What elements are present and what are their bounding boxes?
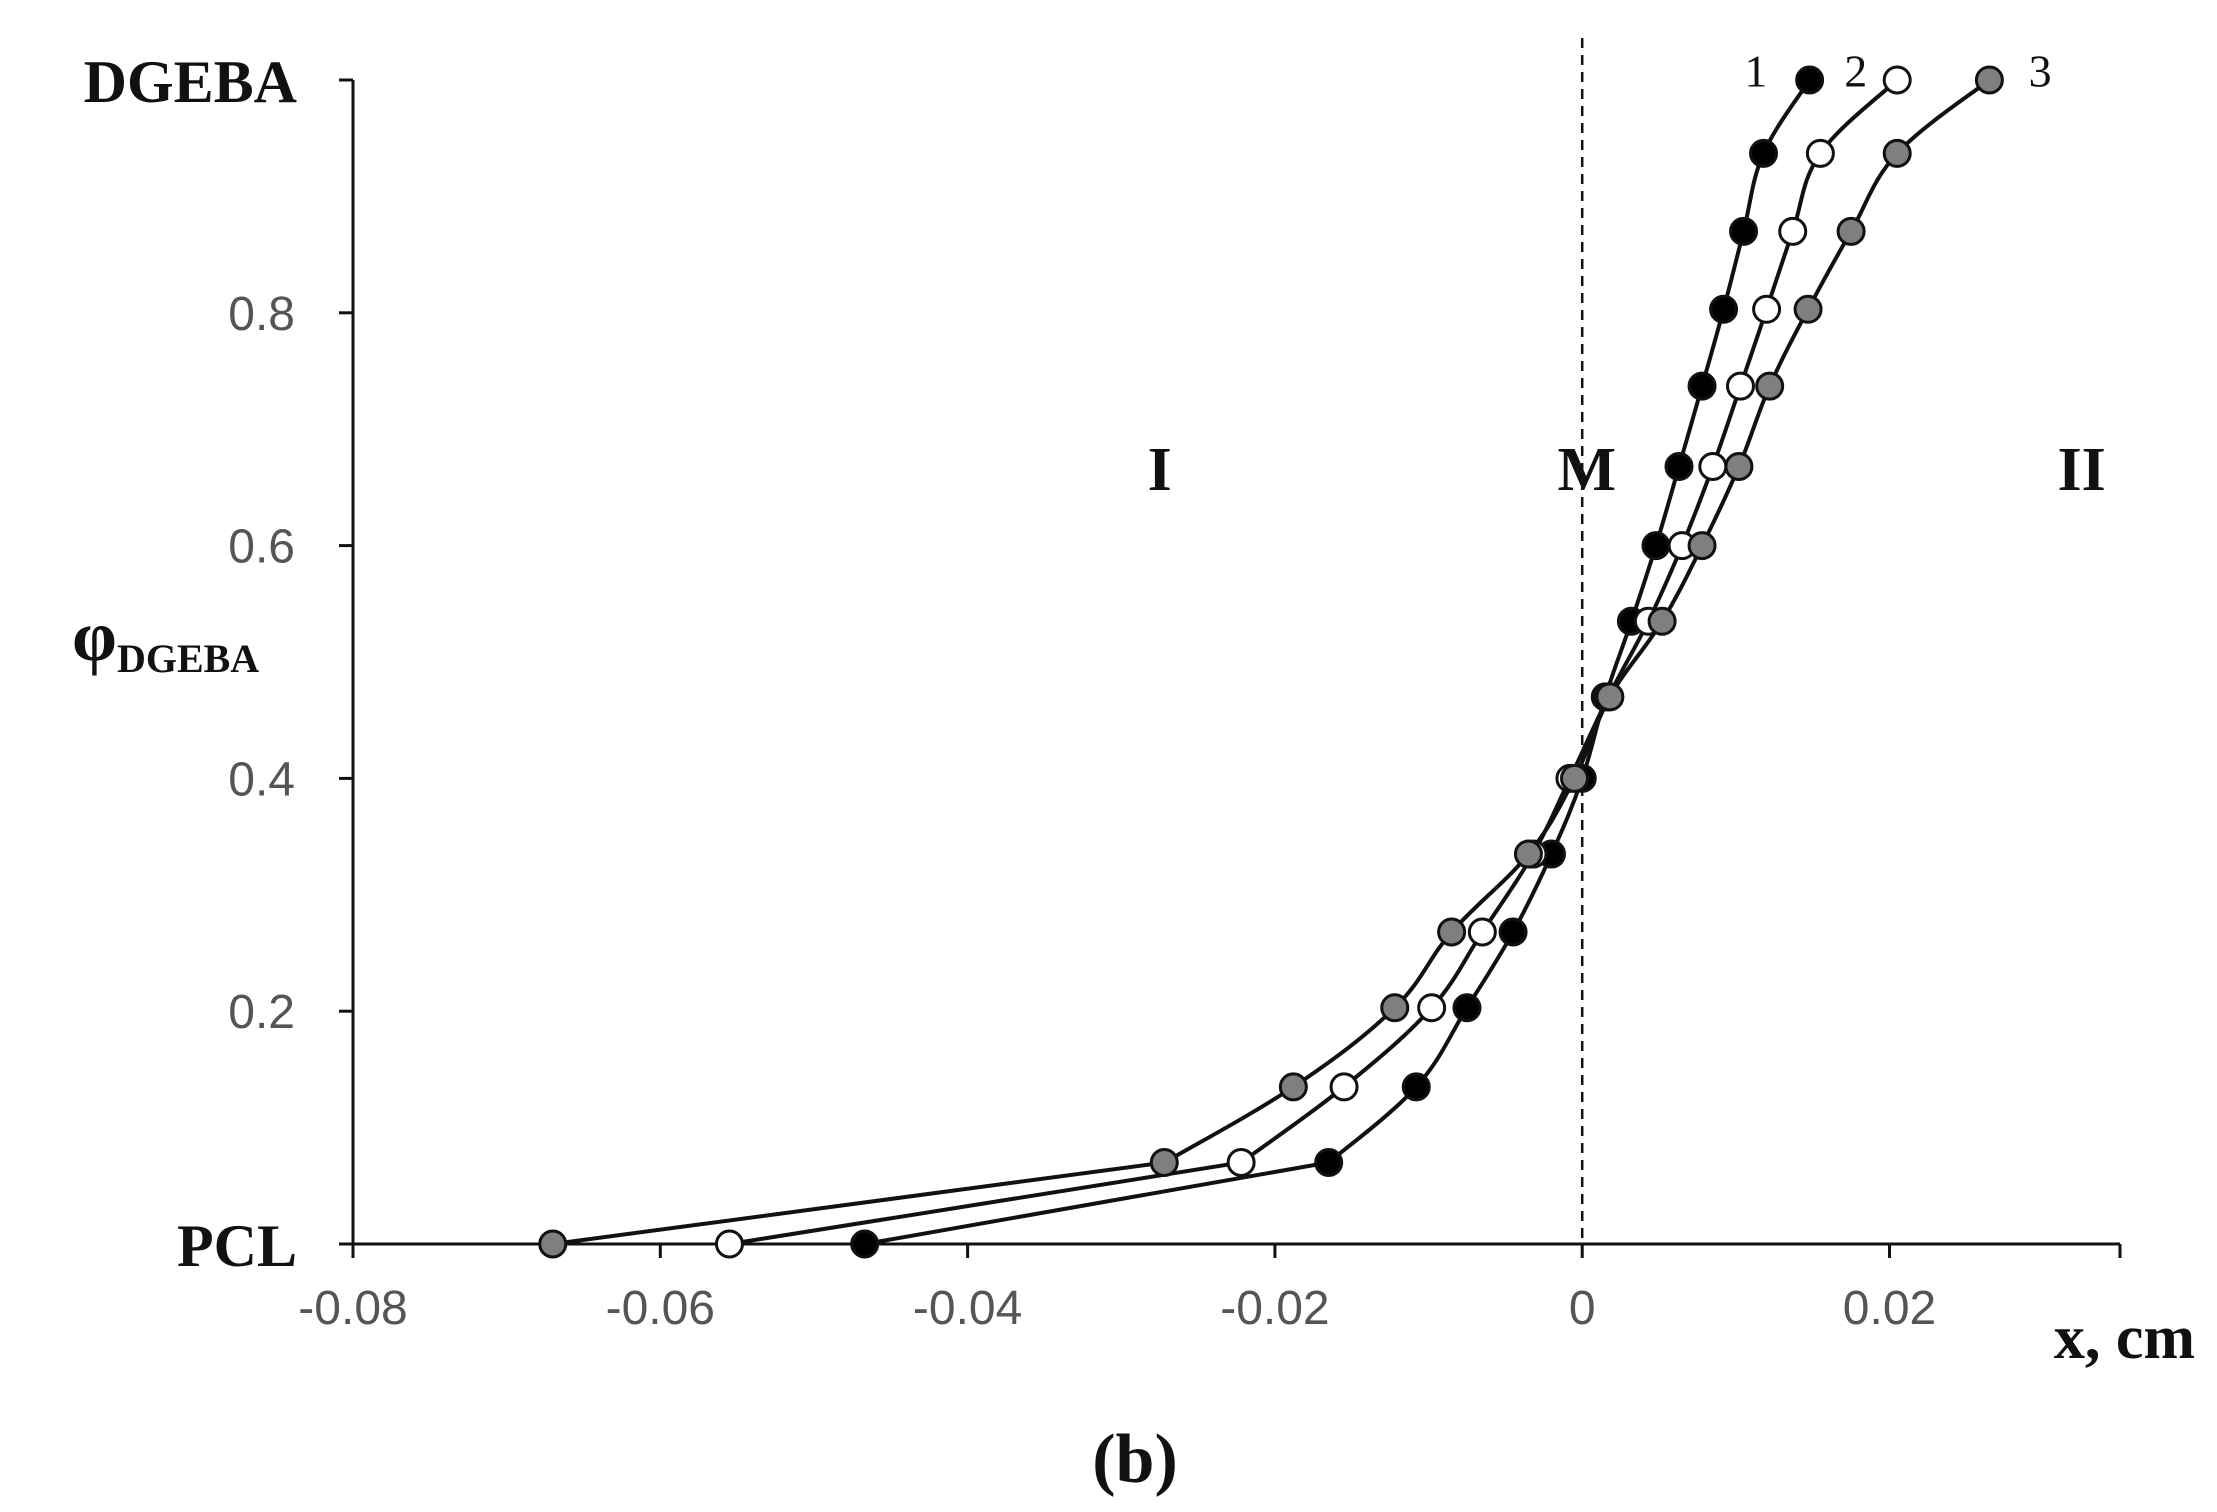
series-1-point xyxy=(1795,65,1825,95)
y-tick-label: PCL xyxy=(177,1213,297,1279)
series-2-point xyxy=(1698,451,1728,481)
series-3-point xyxy=(1278,1072,1308,1102)
series-3-point xyxy=(1755,371,1785,401)
series-label: 2 xyxy=(1844,46,1867,97)
x-tick-label: -0.04 xyxy=(913,1282,1022,1335)
series-2-point xyxy=(1725,371,1755,401)
series-3-point xyxy=(1724,451,1754,481)
x-axis-label: x, cm xyxy=(2054,1304,2195,1372)
series-3-point xyxy=(538,1229,568,1259)
series-1-point xyxy=(1687,371,1717,401)
panel-label: (b) xyxy=(1092,1421,1178,1498)
series-3-point xyxy=(1149,1148,1179,1178)
series-3-point xyxy=(1513,839,1543,869)
series-2-point xyxy=(1329,1072,1359,1102)
region-label: II xyxy=(2057,436,2105,504)
y-tick-label: 0.2 xyxy=(228,986,295,1039)
axes: -0.08 -0.06 -0.04 -0.02 0 0.02 PCL 0.2 0.4 0.6 0.8… xyxy=(84,38,2122,1335)
x-tick-label: -0.06 xyxy=(606,1282,715,1335)
series-2-point xyxy=(1805,138,1835,168)
series-3-point xyxy=(1687,531,1717,561)
series-3-point xyxy=(1595,682,1625,712)
x-tick-label: -0.08 xyxy=(298,1282,407,1335)
series-3-point xyxy=(1882,138,1912,168)
region-label: M xyxy=(1558,436,1617,504)
series-3-point xyxy=(1437,917,1467,947)
series-3-point xyxy=(1836,216,1866,246)
series-1-point xyxy=(1452,993,1482,1023)
series-1-point xyxy=(1749,138,1779,168)
series-3-point xyxy=(1380,993,1410,1023)
series-1-point xyxy=(1641,531,1671,561)
series-1-point xyxy=(1498,917,1528,947)
region-label: I xyxy=(1148,436,1172,504)
x-tick-label: 0.02 xyxy=(1843,1282,1936,1335)
y-tick-label: 0.8 xyxy=(228,288,295,341)
x-tick-label: 0 xyxy=(1569,1282,1596,1335)
series-1-point xyxy=(1709,294,1739,324)
series-2-line xyxy=(729,78,1899,1246)
series-3-point xyxy=(1647,606,1677,636)
series-1-point xyxy=(1401,1072,1431,1102)
series-label: 3 xyxy=(2029,46,2052,97)
series-3-point xyxy=(1793,294,1823,324)
series-3-line xyxy=(552,78,1991,1246)
y-axis-label: φDGEBA xyxy=(72,596,259,681)
series-2-point xyxy=(1417,993,1447,1023)
series-2-point xyxy=(1882,65,1912,95)
series-1-point xyxy=(1314,1148,1344,1178)
series-2-point xyxy=(1778,216,1808,246)
series-label: 1 xyxy=(1744,46,1767,97)
y-axis-label-main: φ xyxy=(72,596,117,676)
series-2-point xyxy=(1752,294,1782,324)
x-tick-label: -0.02 xyxy=(1220,1282,1329,1335)
series-1-point xyxy=(850,1229,880,1259)
series-1-point xyxy=(1664,451,1694,481)
y-tick-label: 0.4 xyxy=(228,753,295,806)
series-lines xyxy=(552,78,1991,1246)
y-axis-label-subscript: DGEBA xyxy=(117,636,259,681)
y-tick-label: 0.6 xyxy=(228,521,295,574)
series-2-point xyxy=(714,1229,744,1259)
series-markers xyxy=(538,65,2004,1259)
series-1-line xyxy=(864,78,1812,1246)
series-1-point xyxy=(1729,216,1759,246)
y-tick-label: DGEBA xyxy=(84,49,297,115)
series-3-point xyxy=(1974,65,2004,95)
series-2-point xyxy=(1226,1148,1256,1178)
series-2-point xyxy=(1467,917,1497,947)
series-3-point xyxy=(1560,763,1590,793)
